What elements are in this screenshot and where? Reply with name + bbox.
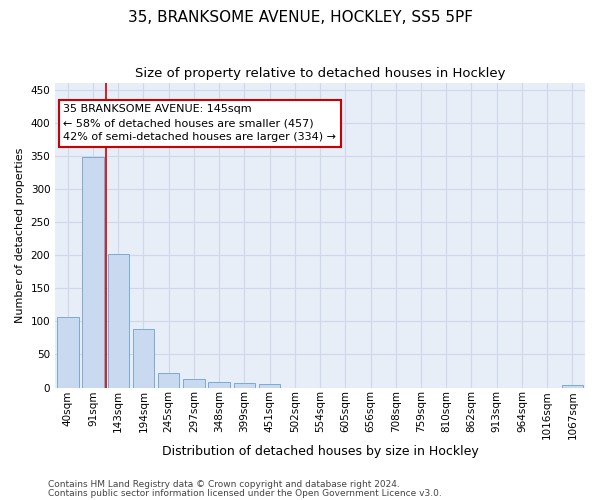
Bar: [107, 254, 129, 388]
Text: Contains HM Land Registry data © Crown copyright and database right 2024.: Contains HM Land Registry data © Crown c…: [48, 480, 400, 489]
Bar: [208, 382, 230, 388]
Text: 35 BRANKSOME AVENUE: 145sqm
← 58% of detached houses are smaller (457)
42% of se: 35 BRANKSOME AVENUE: 145sqm ← 58% of det…: [63, 104, 336, 142]
Bar: [133, 330, 154, 388]
Bar: [57, 316, 79, 388]
Bar: [183, 379, 205, 388]
Bar: [259, 384, 280, 388]
X-axis label: Distribution of detached houses by size in Hockley: Distribution of detached houses by size …: [162, 444, 478, 458]
Bar: [82, 156, 104, 388]
Y-axis label: Number of detached properties: Number of detached properties: [15, 148, 25, 323]
Text: 35, BRANKSOME AVENUE, HOCKLEY, SS5 5PF: 35, BRANKSOME AVENUE, HOCKLEY, SS5 5PF: [128, 10, 473, 25]
Text: Contains public sector information licensed under the Open Government Licence v3: Contains public sector information licen…: [48, 488, 442, 498]
Bar: [233, 383, 255, 388]
Title: Size of property relative to detached houses in Hockley: Size of property relative to detached ho…: [135, 68, 505, 80]
Bar: [158, 373, 179, 388]
Bar: [562, 385, 583, 388]
